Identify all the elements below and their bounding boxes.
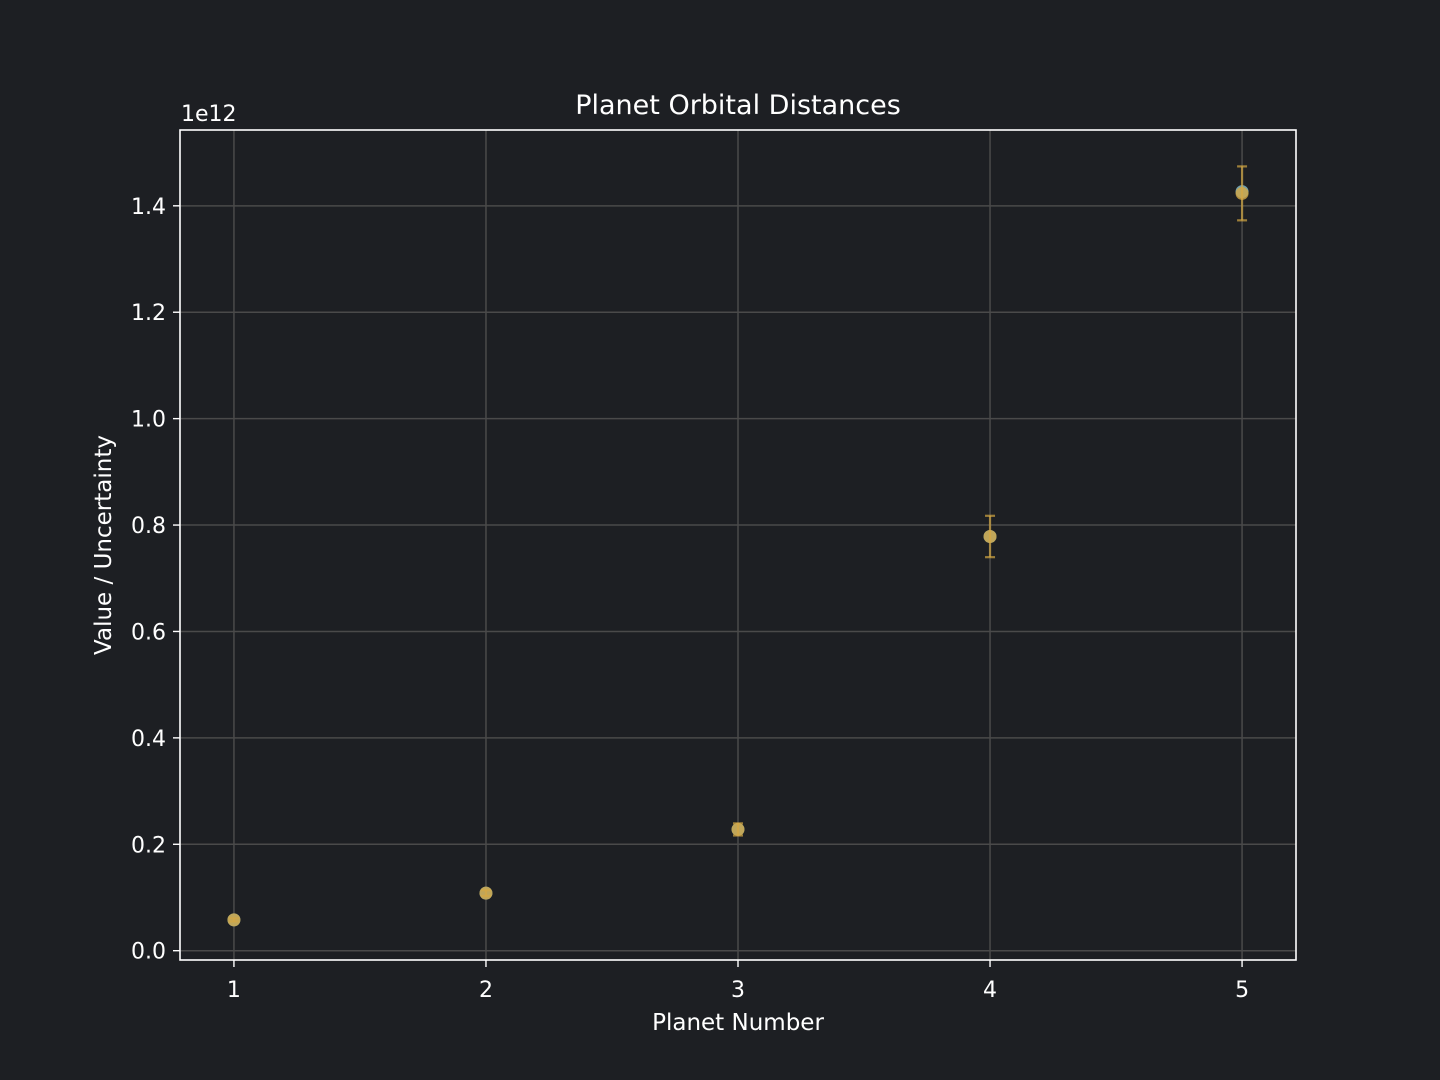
x-tick-label: 1 [227, 978, 241, 1003]
chart-title: Planet Orbital Distances [575, 90, 901, 121]
y-tick-label: 0.4 [131, 727, 166, 752]
data-point [479, 886, 493, 900]
y-axis-label: Value / Uncertainty [91, 435, 117, 655]
data-point [731, 822, 745, 836]
y-tick-label: 0.0 [131, 940, 166, 965]
data-marks [227, 165, 1249, 927]
y-tick-label: 0.6 [131, 620, 166, 645]
data-point [983, 529, 997, 543]
x-tick-label: 4 [983, 978, 997, 1003]
grid [180, 130, 1296, 960]
x-tick-label: 3 [731, 978, 745, 1003]
y-tick-label: 0.8 [131, 514, 166, 539]
data-point [1235, 186, 1249, 200]
x-tick-label: 2 [479, 978, 493, 1003]
y-tick-label: 1.4 [131, 195, 166, 220]
y-offset-label: 1e12 [181, 102, 237, 127]
axis-ticks: 1 2 3 4 5 0.0 0.2 0.4 0.6 0.8 1.0 1.2 1.4 [131, 195, 1249, 1003]
x-axis-label: Planet Number [652, 1010, 824, 1036]
y-tick-label: 1.2 [131, 301, 166, 326]
x-tick-label: 5 [1235, 978, 1249, 1003]
data-point [227, 913, 241, 927]
y-tick-label: 0.2 [131, 833, 166, 858]
y-tick-label: 1.0 [131, 408, 166, 433]
